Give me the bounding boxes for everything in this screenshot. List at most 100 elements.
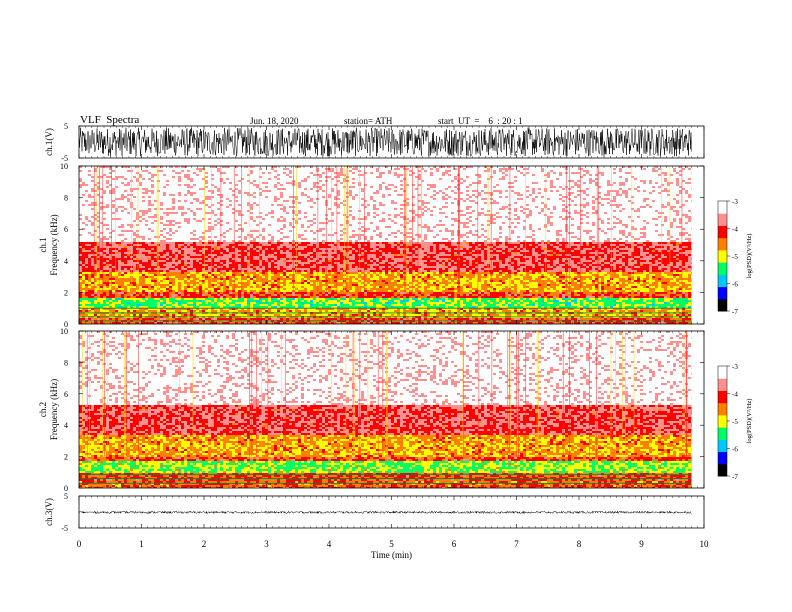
ch1-spec-cell bbox=[643, 190, 647, 193]
ch1-spec-cell bbox=[91, 174, 95, 177]
ch1-spec-cell bbox=[241, 168, 245, 171]
ch1-spec-cell bbox=[676, 198, 680, 201]
ch1-spec-cell bbox=[397, 200, 401, 203]
ch1-spec-cell bbox=[436, 180, 440, 183]
ch1-spec-cell bbox=[466, 184, 470, 187]
ch1-spec-cell bbox=[268, 200, 272, 203]
ch1-spec-cell bbox=[655, 204, 659, 207]
ch1-spec-cell bbox=[439, 192, 443, 195]
ch1-spec-cell bbox=[133, 188, 137, 191]
ch1-spec-cell bbox=[493, 206, 497, 209]
ch1-spec-cell bbox=[526, 204, 530, 207]
ch1-spec-cell bbox=[247, 206, 251, 209]
ch1-spec-cell bbox=[394, 168, 398, 171]
ch1-spec-cell bbox=[616, 188, 620, 191]
ch1-spec-cell bbox=[346, 198, 350, 201]
ch1-spec-cell bbox=[454, 194, 458, 197]
ch1-spec-cell bbox=[274, 184, 278, 187]
ch1-spec-cell bbox=[349, 210, 353, 213]
ch1-spec-cell bbox=[208, 188, 212, 191]
ch1-spec-cell bbox=[616, 178, 620, 181]
ch1-spec-cell bbox=[337, 168, 341, 171]
ch1-spec-cell bbox=[88, 184, 92, 187]
ch1-spec-cell bbox=[220, 206, 224, 209]
ch1-spec-cell bbox=[430, 180, 434, 183]
ch1-spec-cell bbox=[463, 210, 467, 213]
ch1-spec-cell bbox=[301, 176, 305, 179]
ch1-spec-cell bbox=[262, 194, 266, 197]
ch1-spec-cell bbox=[205, 180, 209, 183]
ch1-spec-cell bbox=[547, 172, 551, 175]
ch1-spec-cell bbox=[382, 196, 386, 199]
ch1-spec-cell bbox=[94, 202, 98, 205]
ch1-spec-cell bbox=[481, 210, 485, 213]
ch1-spec-cell bbox=[364, 194, 368, 197]
ch1-spec-cell bbox=[121, 200, 125, 203]
ch1-spec-cell bbox=[154, 170, 158, 173]
ch1-spec-cell bbox=[409, 190, 413, 193]
ch1-spec-cell bbox=[289, 184, 293, 187]
ch1-spec-cell bbox=[250, 212, 254, 215]
ch1-spec-cell bbox=[538, 200, 542, 203]
ch1-spec-cell bbox=[85, 194, 89, 197]
ch1-spec-cell bbox=[355, 180, 359, 183]
ch1-spec-cell bbox=[454, 178, 458, 181]
ch1-spec-cell bbox=[514, 182, 518, 185]
ch1-spec-cell bbox=[313, 196, 317, 199]
ch1-spec-cell bbox=[517, 196, 521, 199]
ch1-spec-cell bbox=[448, 200, 452, 203]
ch1-spec-cell bbox=[310, 168, 314, 171]
ch1-spec-cell bbox=[235, 204, 239, 207]
ch1-spec-cell bbox=[664, 200, 668, 203]
ch1-spec-cell bbox=[448, 168, 452, 171]
ch1-spec-cell bbox=[571, 174, 575, 177]
ch1-spec-cell bbox=[685, 174, 689, 177]
ch1-spec-cell bbox=[340, 178, 344, 181]
ch1-spec-cell bbox=[667, 172, 671, 175]
ch1-spec-cell bbox=[277, 170, 281, 173]
ch1-spec-cell bbox=[283, 198, 287, 201]
ch1-spec-cell bbox=[172, 166, 176, 169]
ch1-spec-cell bbox=[103, 188, 107, 191]
ch1-spec-cell bbox=[349, 204, 353, 207]
ch1-spec-cell bbox=[268, 206, 272, 209]
ch1-spec-cell bbox=[220, 212, 224, 215]
ch1-spec-cell bbox=[589, 176, 593, 179]
ch1-spec-cell bbox=[625, 182, 629, 185]
ch1-spec-cell bbox=[208, 206, 212, 209]
ch1-spec-cell bbox=[280, 204, 284, 207]
ch1-spec-cell bbox=[391, 204, 395, 207]
ch1-spec-cell bbox=[265, 206, 269, 209]
ch1-spec-cell bbox=[400, 184, 404, 187]
ch1-spec-cell bbox=[178, 210, 182, 213]
ch1-spec-cell bbox=[271, 184, 275, 187]
ch1-spec-cell bbox=[439, 190, 443, 193]
ch1-spec-cell bbox=[334, 204, 338, 207]
ch1-spec-cell bbox=[685, 168, 689, 171]
ch1-spec-cell bbox=[613, 188, 617, 191]
ch1-spec-cell bbox=[442, 180, 446, 183]
ch1-spec-cell bbox=[331, 204, 335, 207]
ch1-spec-cell bbox=[388, 168, 392, 171]
ch1-spec-cell bbox=[688, 184, 692, 187]
ch1-spec-cell bbox=[370, 182, 374, 185]
ch1-spec-cell bbox=[82, 176, 86, 179]
ch1-spec-cell bbox=[466, 206, 470, 209]
ch1-spec-cell bbox=[247, 208, 251, 211]
ch1-spec-cell bbox=[613, 194, 617, 197]
ch1-spec-cell bbox=[166, 196, 170, 199]
ch1-spec-cell bbox=[277, 184, 281, 187]
ch1-spec-cell bbox=[556, 210, 560, 213]
ch1-spec-cell bbox=[427, 176, 431, 179]
ch1-spec-cell bbox=[559, 204, 563, 207]
ch1-spec-cell bbox=[160, 180, 164, 183]
ch1-spec-cell bbox=[244, 180, 248, 183]
ch1-spec-cell bbox=[340, 182, 344, 185]
ch1-spec-cell bbox=[454, 202, 458, 205]
ch1-spec-cell bbox=[685, 208, 689, 211]
ch1-spec-cell bbox=[163, 184, 167, 187]
ch1-spec-cell bbox=[139, 170, 143, 173]
ch1-spec-cell bbox=[346, 174, 350, 177]
ch1-spec-cell bbox=[394, 180, 398, 183]
ch1-spec-cell bbox=[454, 172, 458, 175]
